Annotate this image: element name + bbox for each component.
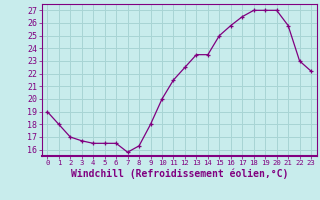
X-axis label: Windchill (Refroidissement éolien,°C): Windchill (Refroidissement éolien,°C) — [70, 169, 288, 179]
